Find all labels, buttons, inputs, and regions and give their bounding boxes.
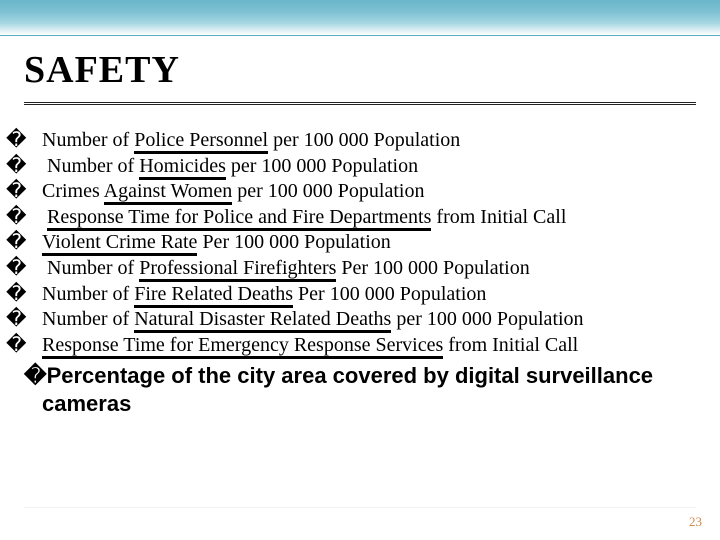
bullet-icon: � xyxy=(24,363,47,388)
bullet-icon: � xyxy=(24,179,42,205)
item-underline: Response Time for Police and Fire Depart… xyxy=(47,206,431,231)
list-item: �Number of Fire Related Deaths Per 100 0… xyxy=(24,282,696,308)
item-underline: Response Time for Emergency Response Ser… xyxy=(42,334,443,359)
item-post: per 100 000 Population xyxy=(391,308,583,330)
bullet-icon: � xyxy=(24,307,42,333)
item-post: per 100 000 Population xyxy=(232,180,424,202)
bullet-icon: � xyxy=(24,256,42,282)
item-pre: Crimes xyxy=(42,180,104,202)
list-item-bold: �Percentage of the city area covered by … xyxy=(24,362,696,417)
item-post: Per 100 000 Population xyxy=(336,257,529,279)
list-item: � Number of Professional Firefighters Pe… xyxy=(24,256,696,282)
page-number: 23 xyxy=(689,514,702,530)
bullet-icon: � xyxy=(24,333,42,359)
item-underline: Police Personnel xyxy=(134,129,268,154)
item-post: Per 100 000 Population xyxy=(293,283,486,305)
item-underline: Violent Crime Rate xyxy=(42,231,197,256)
list-item: �Response Time for Emergency Response Se… xyxy=(24,333,696,359)
item-underline: Natural Disaster Related Deaths xyxy=(134,308,391,333)
item-post: per 100 000 Population xyxy=(268,129,460,151)
list-item: �Number of Natural Disaster Related Deat… xyxy=(24,307,696,333)
list-item: �Violent Crime Rate Per 100 000 Populati… xyxy=(24,230,696,256)
bullet-icon: � xyxy=(24,230,42,256)
item-underline: Professional Firefighters xyxy=(139,257,336,282)
item-underline: Fire Related Deaths xyxy=(134,283,293,308)
bottom-rule xyxy=(24,507,696,508)
item-pre: Number of xyxy=(42,129,134,151)
item-post: per 100 000 Population xyxy=(226,155,418,177)
item-underline: Against Women xyxy=(104,180,233,205)
item-post: from Initial Call xyxy=(443,334,578,356)
bullet-icon: � xyxy=(24,128,42,154)
item-underline: Homicides xyxy=(139,155,226,180)
bullet-icon: � xyxy=(24,282,42,308)
item-pre: Number of xyxy=(42,308,134,330)
bullet-icon: � xyxy=(24,154,42,180)
header-stripe xyxy=(0,0,720,36)
bullet-icon: � xyxy=(24,205,42,231)
item-post: from Initial Call xyxy=(431,206,566,228)
page-title: SAFETY xyxy=(24,48,696,92)
bold-item-text: Percentage of the city area covered by d… xyxy=(42,363,653,416)
list-item: � Response Time for Police and Fire Depa… xyxy=(24,205,696,231)
item-pre: Number of xyxy=(42,257,139,279)
list-item: �Crimes Against Women per 100 000 Popula… xyxy=(24,179,696,205)
item-pre: Number of xyxy=(42,283,134,305)
title-block: SAFETY xyxy=(24,48,696,105)
content: �Number of Police Personnel per 100 000 … xyxy=(24,128,696,417)
list-item: � Number of Homicides per 100 000 Popula… xyxy=(24,154,696,180)
item-pre: Number of xyxy=(42,155,139,177)
item-post: Per 100 000 Population xyxy=(197,231,390,253)
list-item: �Number of Police Personnel per 100 000 … xyxy=(24,128,696,154)
